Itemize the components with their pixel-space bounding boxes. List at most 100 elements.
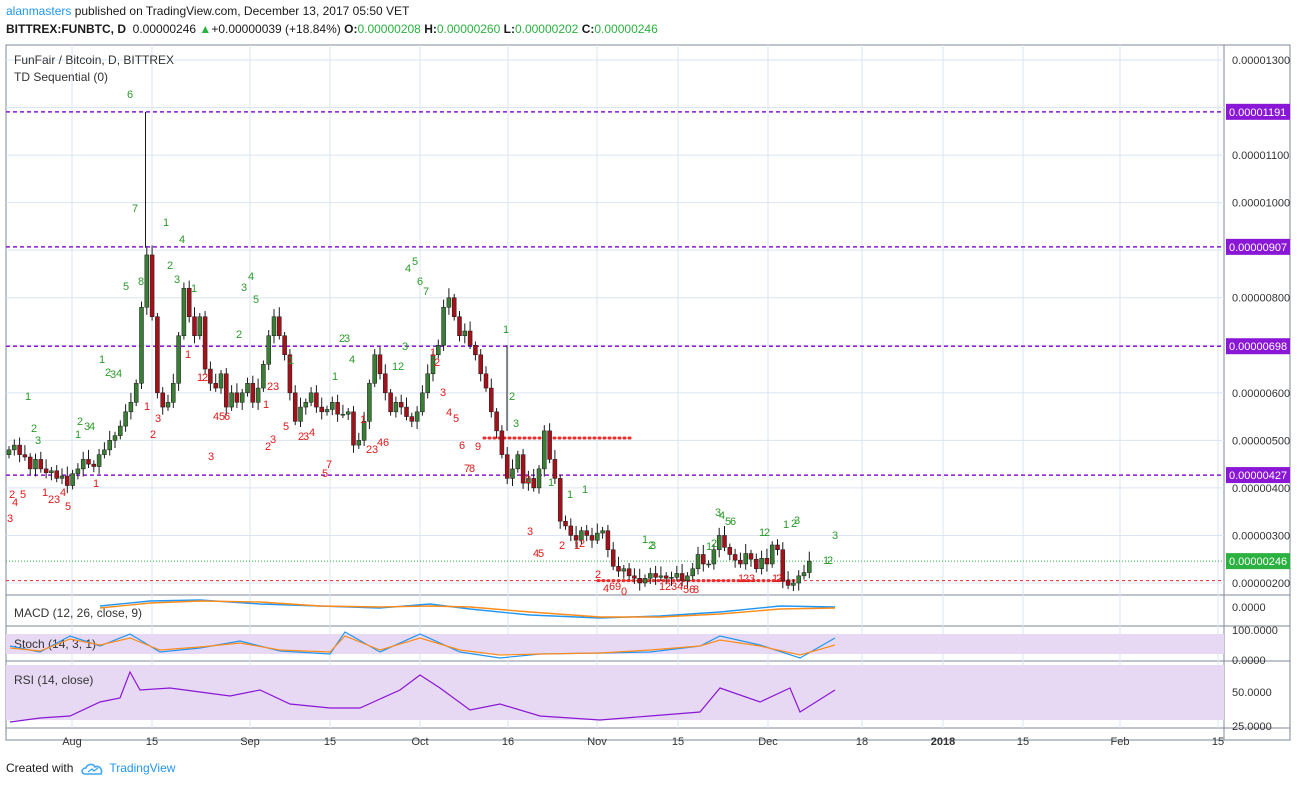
td-buy-setup-count: 2: [791, 518, 797, 530]
candle-body: [250, 383, 256, 403]
candle-body: [80, 459, 86, 470]
td-sell-setup-count: 3: [671, 581, 677, 593]
td-sell-setup-count: 1: [360, 414, 366, 426]
td-buy-setup-count: 2: [339, 333, 345, 345]
td-buy-setup-count: 4: [405, 263, 411, 275]
td-sell-setup-count: 2: [743, 573, 749, 585]
candle-body: [54, 470, 59, 479]
td-buy-setup-count: 6: [127, 89, 133, 101]
td-buy-setup-count: 1: [392, 361, 398, 373]
td-buy-setup-count: 2: [236, 329, 242, 341]
candle-body: [584, 530, 589, 536]
candle-body: [49, 470, 54, 473]
td-buy-setup-count: 2: [167, 260, 173, 272]
td-sell-setup-count: 8: [469, 463, 475, 475]
candle-body: [807, 560, 812, 573]
price-tick-label: 0.00000600: [1232, 388, 1290, 400]
candle-body: [245, 383, 250, 394]
candle-body: [255, 387, 261, 403]
ohlc-header: BITTREX:FUNBTC, D 0.00000246 ▲+0.0000003…: [6, 22, 658, 36]
last-price: 0.00000246: [132, 22, 197, 36]
chart-area[interactable]: 0.00001300 0.00001100 0.00001000 0.00000800…: [0, 40, 1300, 756]
td-buy-setup-count: 1: [99, 354, 105, 366]
candle-body: [70, 473, 75, 486]
candle-body: [229, 392, 234, 408]
author-link[interactable]: alanmasters: [6, 4, 72, 18]
td-buy-setup-count: 1: [783, 519, 789, 531]
close-label: C:: [581, 22, 595, 36]
td-sell-setup-count: 3: [273, 381, 279, 393]
candle-body: [292, 392, 298, 422]
td-buy-setup-count: 1: [75, 429, 81, 441]
candle-body: [425, 373, 430, 394]
candle-body: [642, 577, 648, 584]
td-buy-setup-count: 1: [567, 489, 573, 501]
level-price-label: 0.00000907: [1229, 242, 1287, 254]
candle-body: [351, 411, 356, 446]
candle-body: [462, 330, 468, 337]
candle-body: [75, 468, 81, 474]
time-axis-label: 18: [856, 736, 868, 748]
price-tick-label: 0.00000400: [1232, 483, 1290, 495]
td-buy-setup-count: 3: [241, 282, 247, 294]
td-buy-setup-count: 2: [711, 538, 717, 550]
candle-body: [367, 383, 372, 422]
td-buy-setup-count: 1: [759, 527, 765, 539]
candle-body: [202, 316, 208, 370]
level-price-tag: [1226, 338, 1290, 355]
td-sell-setup-count: 2: [267, 381, 273, 393]
candle-body: [17, 444, 22, 455]
level-price-label: 0.00001191: [1229, 107, 1286, 119]
candle-body: [473, 345, 478, 356]
td-buy-setup-count: 7: [132, 203, 138, 215]
time-axis-label: 15: [672, 736, 684, 748]
candle-body: [430, 354, 436, 375]
footer: Created with TradingView: [6, 761, 175, 776]
td-sell-setup-count: 4: [12, 497, 18, 509]
candle-body: [605, 530, 611, 550]
candle-body: [595, 532, 600, 541]
td-sell-setup-count: 3: [440, 387, 446, 399]
candle-body: [86, 459, 91, 465]
td-sell-setup-count: 7: [464, 463, 470, 475]
created-with-label: Created with: [6, 761, 74, 775]
tradingview-brand-link[interactable]: TradingView: [109, 761, 176, 775]
open-value: 0.00000208: [357, 22, 421, 36]
candle-body: [648, 573, 653, 579]
td-sell-setup-count: 5: [683, 584, 689, 596]
price-tick-label: 0.00000200: [1232, 578, 1290, 590]
candle-body: [663, 575, 669, 579]
level-price-label: 0.00000427: [1229, 470, 1287, 482]
candle-body: [658, 575, 664, 578]
td-buy-setup-count: 2: [509, 391, 515, 403]
candle-body: [372, 354, 377, 384]
td-buy-setup-count: 2: [827, 555, 833, 567]
time-axis-label: Sep: [240, 736, 260, 748]
candle-body: [600, 530, 605, 534]
candle-body: [398, 402, 404, 408]
td-sell-setup-count: 2: [265, 441, 271, 453]
td-sell-setup-count: 5: [219, 411, 225, 423]
td-buy-setup-count: 1: [25, 391, 31, 403]
candle-body: [404, 406, 409, 417]
td-sell-setup-count: 2: [776, 573, 782, 585]
candle-body: [446, 297, 452, 308]
time-axis-label: Feb: [1111, 736, 1130, 748]
td-buy-setup-count: 3: [35, 435, 41, 447]
candle-body: [393, 402, 399, 413]
td-buy-setup-count: 5: [725, 516, 731, 528]
candle-body: [107, 440, 112, 451]
candle-body: [504, 454, 510, 479]
candle-body: [738, 559, 743, 565]
candle-body: [208, 368, 213, 384]
td-sell-setup-count: 4: [603, 583, 609, 595]
candle-body: [27, 456, 33, 470]
candle-body: [33, 459, 38, 470]
candle-body: [690, 568, 695, 577]
td-sell-setup-count: 2: [595, 569, 601, 581]
candle-body: [102, 449, 107, 455]
td-sell-setup-count: 2: [434, 357, 440, 369]
candle-body: [155, 316, 160, 394]
candle-body: [356, 440, 362, 446]
time-axis-label: 16: [502, 736, 514, 748]
